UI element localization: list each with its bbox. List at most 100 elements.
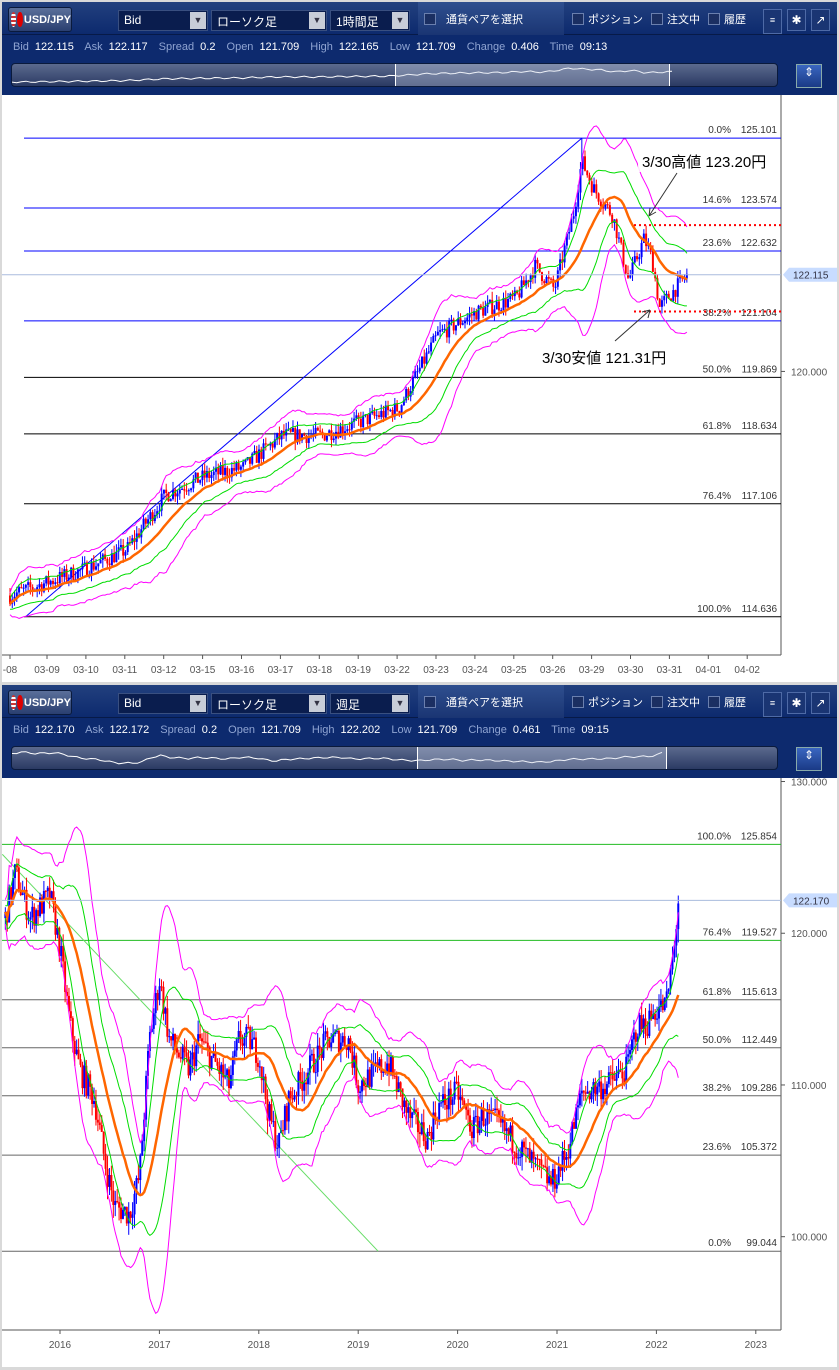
candle-body	[475, 311, 478, 320]
select-pair-button[interactable]: 通貨ペアを選択	[418, 2, 564, 35]
candle-body	[366, 414, 369, 425]
candle-body	[640, 243, 643, 258]
high-label: High	[311, 724, 335, 736]
x-tick-label: 2016	[49, 1340, 72, 1351]
candle-body	[58, 927, 61, 957]
candle-body	[634, 1032, 637, 1042]
candle-body	[141, 1141, 144, 1156]
currency-pair-button[interactable]: USD/JPY	[8, 690, 72, 715]
candle-body	[64, 961, 67, 992]
candle-body	[445, 328, 448, 338]
navigator-window[interactable]	[395, 64, 670, 86]
candle-body	[125, 1207, 128, 1224]
fibonacci-label: 50.0%	[703, 364, 731, 375]
candle-body	[202, 1041, 205, 1043]
timeframe-select[interactable]: 週足 ▼	[330, 693, 410, 714]
candle-body	[405, 388, 408, 401]
candle-body	[617, 237, 620, 239]
fibonacci-value: 117.106	[742, 491, 778, 502]
gear-icon[interactable]: ✱	[787, 9, 806, 31]
candle-body	[269, 443, 272, 446]
lock-scale-icon[interactable]: ⇕	[796, 747, 822, 771]
x-tick-label: 03-16	[229, 665, 255, 676]
x-tick-label: 04-02	[734, 665, 760, 676]
candle-body	[503, 1118, 506, 1132]
history-label: 履歴	[724, 14, 746, 26]
candle-body	[102, 1131, 105, 1154]
candle-body	[596, 1086, 599, 1095]
candle-body	[37, 910, 40, 917]
lock-scale-icon[interactable]: ⇕	[796, 64, 822, 88]
candle-body	[90, 562, 93, 576]
candle-body	[660, 300, 663, 307]
price-type-select[interactable]: Bid ▼	[118, 693, 208, 714]
change-label: Change	[466, 41, 506, 53]
chart-header: USD/JPY Bid ▼ ローソク足 ▼ 週足 ▼ 通貨ペアを選択 ポジション 注文…	[2, 685, 837, 778]
time-label: Time	[549, 41, 574, 53]
currency-pair-button[interactable]: USD/JPY	[8, 7, 72, 32]
candle-body	[402, 400, 405, 406]
navigator-scrollbar[interactable]	[11, 746, 778, 770]
candle-body	[499, 1115, 502, 1123]
chart-type-select[interactable]: ローソク足 ▼	[211, 10, 327, 31]
candle-body	[318, 1045, 321, 1049]
chart-type-select[interactable]: ローソク足 ▼	[211, 693, 327, 714]
candle-body	[19, 891, 22, 896]
candle-body	[416, 1112, 419, 1133]
positions-checkbox[interactable]	[572, 696, 584, 708]
current-price-label: 122.170	[793, 896, 830, 907]
candle-body	[185, 1052, 188, 1057]
candle-body	[60, 946, 63, 957]
candle-body	[220, 1064, 223, 1074]
candle-body	[368, 413, 371, 425]
candle-body	[373, 411, 376, 416]
menu-icon[interactable]: ≡	[763, 9, 782, 34]
candle-body	[199, 480, 202, 483]
candle-body	[345, 1046, 348, 1050]
current-price-label: 122.115	[793, 271, 829, 282]
candle-body	[185, 490, 188, 492]
display-options: ポジション 注文中 履歴	[572, 694, 746, 710]
candle-body	[467, 1109, 470, 1116]
popout-icon[interactable]: ↗	[811, 9, 830, 31]
candle-body	[572, 216, 575, 219]
candle-body	[438, 1103, 441, 1121]
candle-body	[325, 435, 328, 441]
fibonacci-label: 61.8%	[703, 421, 731, 432]
candle-body	[629, 1050, 632, 1055]
candle-body	[112, 1190, 115, 1205]
popout-icon[interactable]: ↗	[811, 692, 830, 714]
gear-icon[interactable]: ✱	[787, 692, 806, 714]
menu-icon[interactable]: ≡	[763, 692, 782, 717]
candle-body	[676, 278, 679, 297]
candle-body	[638, 1015, 641, 1037]
candle-body	[44, 890, 47, 892]
x-tick-label: 03-25	[501, 665, 527, 676]
history-checkbox[interactable]	[708, 696, 720, 708]
positions-checkbox[interactable]	[572, 13, 584, 25]
price-chart[interactable]: 125.854 100.0% 119.527 76.4% 115.613 61.8% 112…	[2, 778, 837, 1367]
candle-body	[452, 319, 455, 331]
navigator-scrollbar[interactable]	[11, 63, 778, 87]
select-pair-button[interactable]: 通貨ペアを選択	[418, 685, 564, 718]
candle-body	[278, 1133, 281, 1148]
price-chart[interactable]: 125.101 0.0% 123.574 14.6% 122.632 23.6% 121.1…	[2, 95, 837, 684]
high-label: High	[310, 41, 333, 53]
candle-body	[199, 1034, 202, 1039]
price-type-select[interactable]: Bid ▼	[118, 10, 208, 31]
candle-body	[423, 356, 426, 364]
candle-body	[630, 1039, 633, 1051]
orders-checkbox[interactable]	[651, 696, 663, 708]
fibonacci-label: 61.8%	[703, 987, 731, 998]
candle-body	[675, 929, 678, 946]
candle-body	[443, 328, 446, 330]
candle-body	[377, 415, 380, 417]
low-value: 121.709	[417, 724, 458, 736]
x-tick-label: 03-18	[307, 665, 333, 676]
candle-body	[276, 433, 279, 440]
timeframe-select[interactable]: 1時間足 ▼	[330, 10, 410, 31]
navigator-window[interactable]	[417, 747, 667, 769]
candle-body	[170, 1036, 173, 1041]
orders-checkbox[interactable]	[651, 13, 663, 25]
history-checkbox[interactable]	[708, 13, 720, 25]
